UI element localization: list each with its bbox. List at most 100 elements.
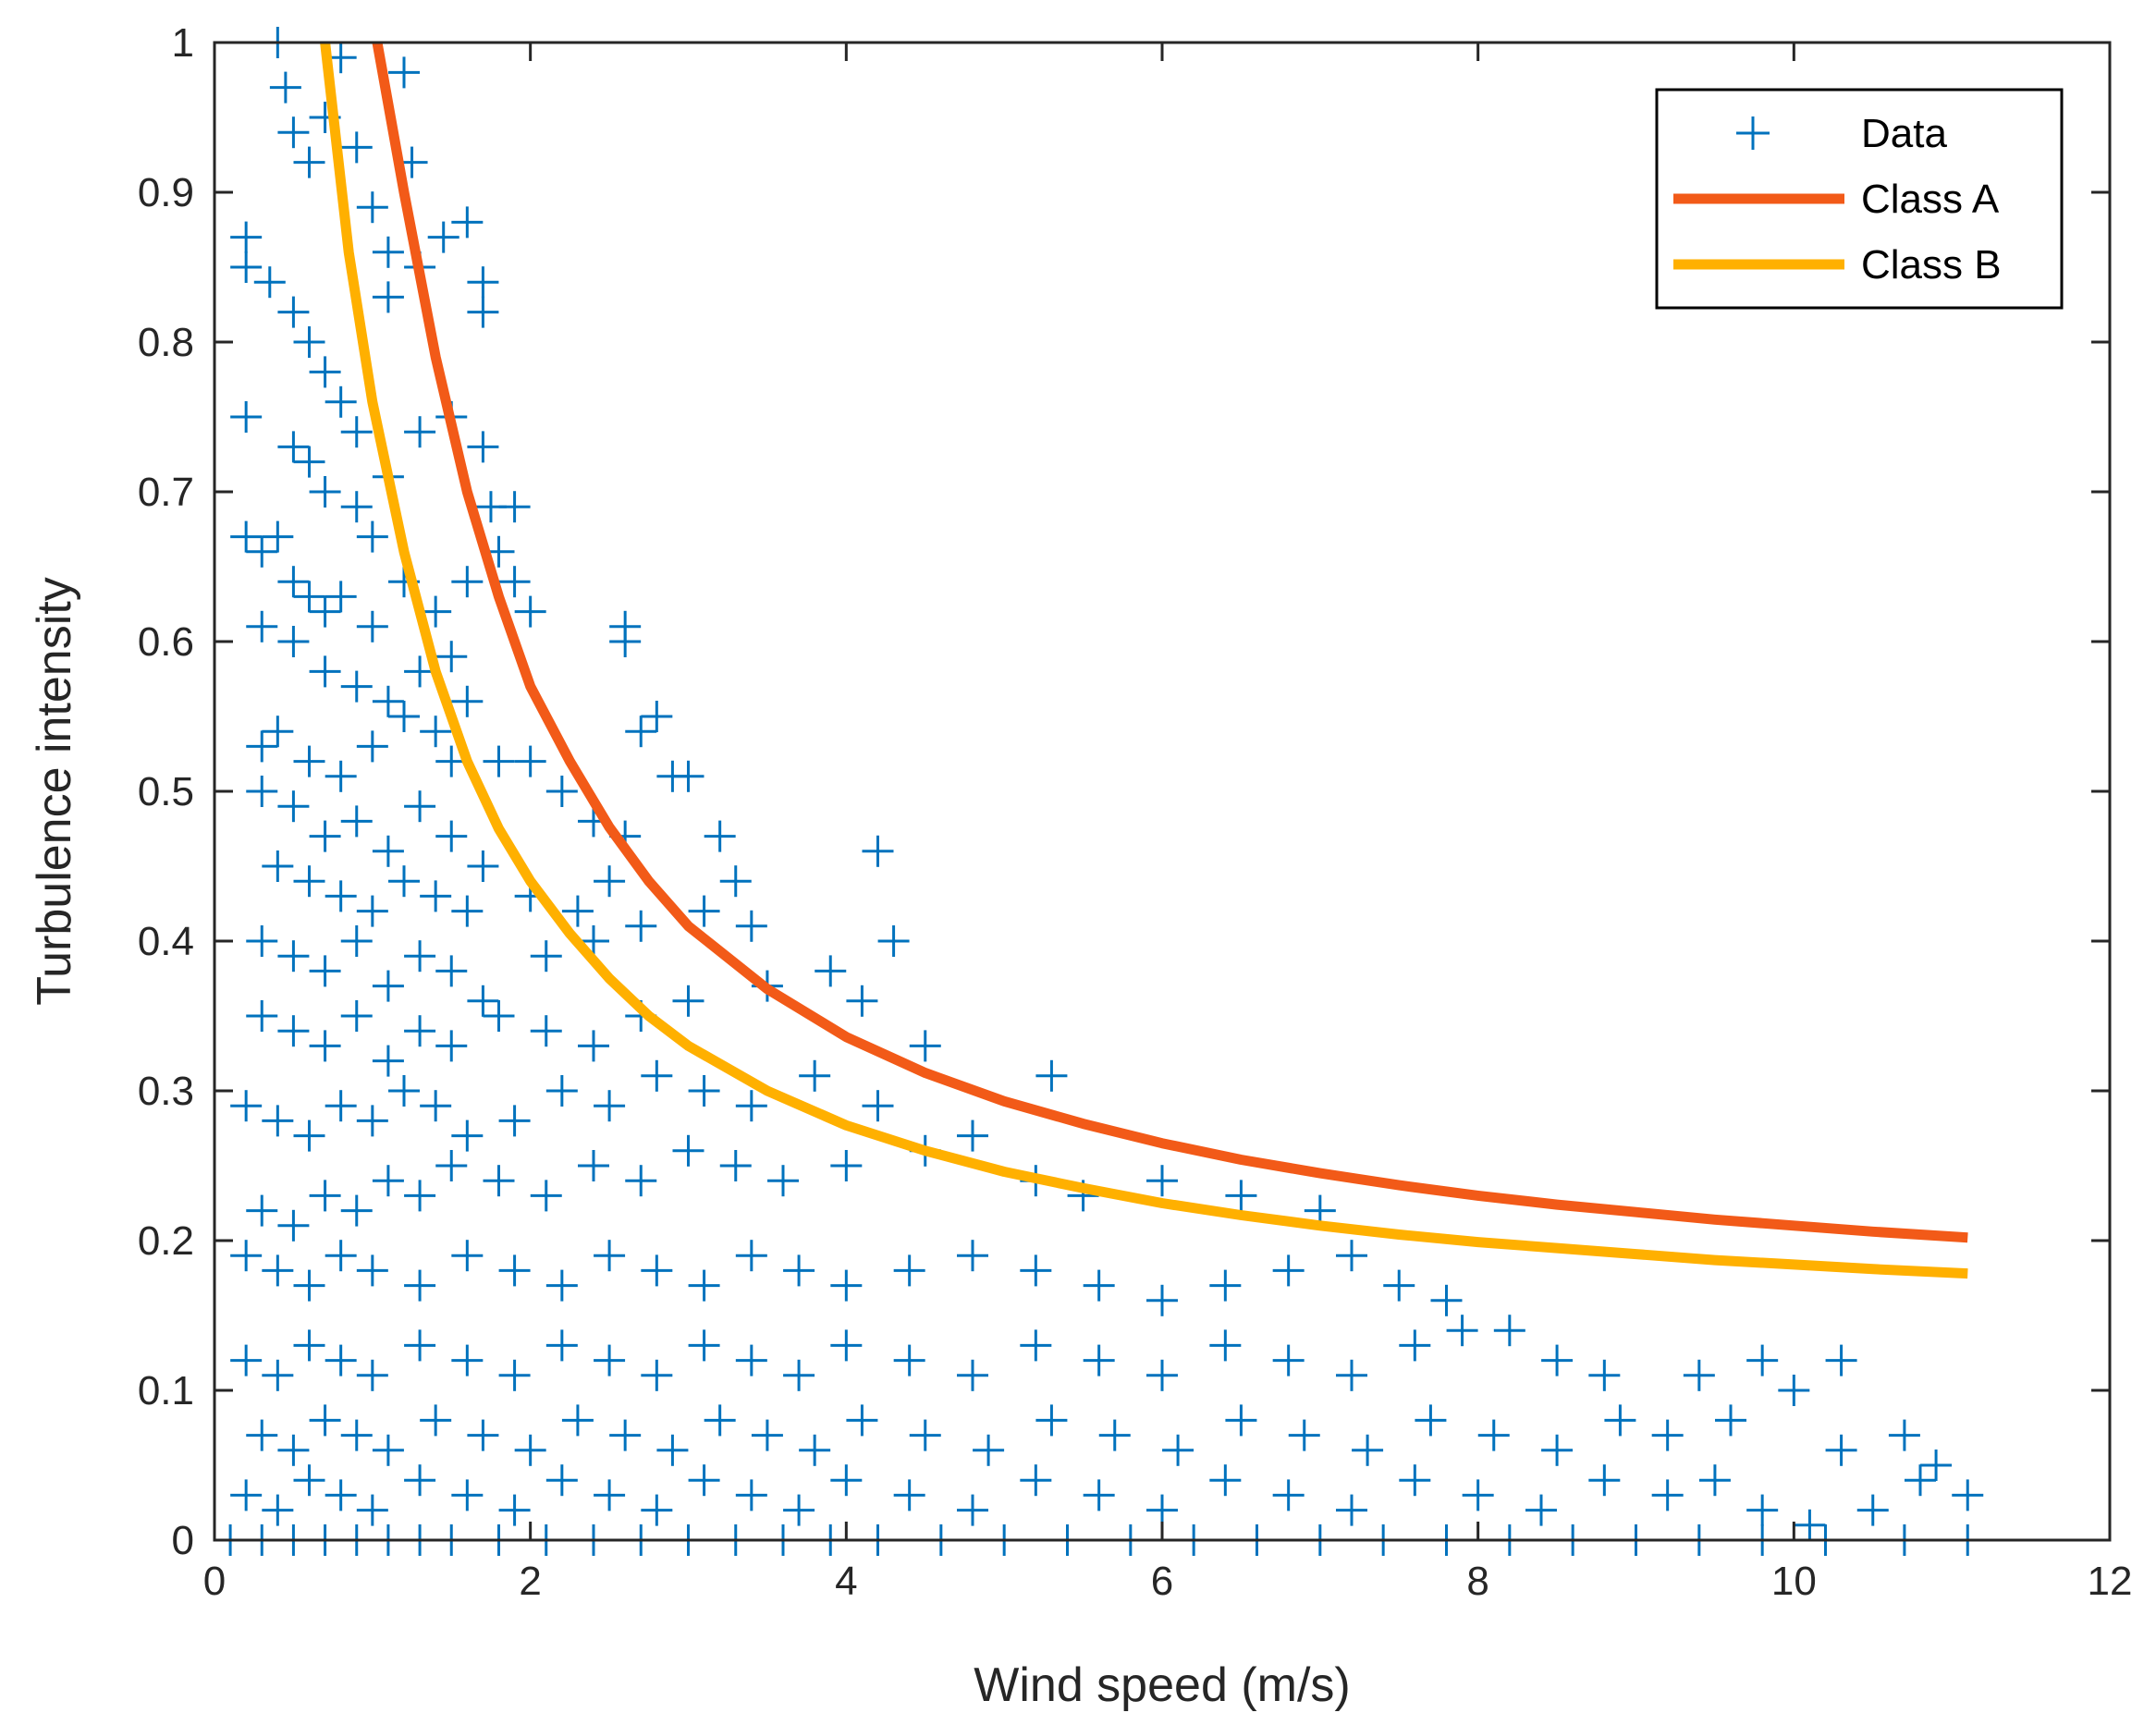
data-point xyxy=(404,1015,436,1047)
data-point xyxy=(688,1329,720,1362)
data-point xyxy=(262,1359,294,1391)
data-point xyxy=(751,1419,783,1451)
data-point xyxy=(277,626,310,657)
data-point xyxy=(1336,1494,1367,1526)
data-point xyxy=(498,1494,531,1526)
data-point xyxy=(230,401,263,433)
data-point xyxy=(688,1464,720,1497)
data-point xyxy=(1430,1284,1463,1316)
data-point xyxy=(1920,1450,1953,1481)
data-point xyxy=(262,520,294,553)
data-point xyxy=(1336,1359,1367,1391)
data-point xyxy=(372,281,404,313)
data-point xyxy=(672,985,704,1017)
data-point xyxy=(641,701,673,732)
data-point xyxy=(498,1105,531,1137)
data-point xyxy=(877,925,910,957)
data-point xyxy=(498,566,531,598)
data-point xyxy=(641,1494,673,1526)
data-point xyxy=(578,1150,609,1181)
data-point xyxy=(545,1464,578,1497)
y-tick-label: 0.7 xyxy=(138,470,194,515)
data-point xyxy=(594,865,626,898)
data-point xyxy=(467,850,499,882)
y-tick-label: 0.9 xyxy=(138,170,194,215)
data-point xyxy=(545,1075,578,1107)
data-point xyxy=(451,566,484,598)
y-axis-label: Turbulence intensity xyxy=(28,577,81,1005)
data-point xyxy=(356,1105,388,1137)
data-point xyxy=(404,1269,436,1302)
y-tick-label: 0.4 xyxy=(138,919,194,964)
data-point xyxy=(262,1105,294,1137)
data-point xyxy=(893,1344,925,1376)
data-point xyxy=(483,1000,515,1032)
data-point xyxy=(253,266,286,299)
data-point xyxy=(293,745,325,777)
data-point xyxy=(420,595,452,628)
data-point xyxy=(388,56,420,89)
data-point xyxy=(909,1419,941,1451)
data-point xyxy=(277,116,310,149)
data-point xyxy=(246,776,278,807)
data-point xyxy=(498,491,531,523)
plot-frame xyxy=(213,41,2112,1542)
data-point xyxy=(230,221,263,253)
y-tick-label: 1 xyxy=(172,20,194,66)
data-point xyxy=(427,221,459,253)
data-point xyxy=(578,1030,609,1062)
data-point xyxy=(1209,1464,1242,1497)
data-point xyxy=(1651,1479,1684,1511)
data-point xyxy=(1541,1344,1574,1376)
data-point xyxy=(372,1434,404,1466)
data-point xyxy=(372,835,404,867)
data-point xyxy=(530,1015,562,1047)
data-point xyxy=(451,1479,484,1511)
data-point xyxy=(1415,1404,1447,1437)
data-point xyxy=(498,1359,531,1391)
data-point xyxy=(1525,1494,1557,1526)
data-point xyxy=(230,1479,263,1511)
x-tick-label: 8 xyxy=(1466,1559,1488,1604)
data-point xyxy=(1588,1359,1621,1391)
data-point xyxy=(514,595,546,628)
data-point xyxy=(893,1254,925,1287)
data-point xyxy=(246,1194,278,1227)
data-point xyxy=(356,1359,388,1391)
data-point xyxy=(1952,1479,1984,1511)
data-point xyxy=(641,1359,673,1391)
data-point xyxy=(293,1329,325,1362)
data-point xyxy=(1683,1359,1715,1391)
data-point xyxy=(735,910,767,942)
data-point xyxy=(372,1165,404,1197)
data-point xyxy=(325,880,357,912)
data-point xyxy=(957,1119,988,1152)
data-point xyxy=(1209,1329,1242,1362)
data-point xyxy=(356,895,388,927)
data-point xyxy=(356,730,388,763)
data-point xyxy=(230,1240,263,1272)
data-point xyxy=(340,805,373,838)
data-point xyxy=(372,685,404,717)
data-point xyxy=(1035,1404,1068,1437)
data-point xyxy=(530,1180,562,1212)
data-point xyxy=(704,820,736,852)
data-point xyxy=(799,1434,831,1466)
data-point xyxy=(625,910,657,942)
data-point xyxy=(767,1165,799,1197)
data-point xyxy=(594,1090,626,1122)
data-point xyxy=(388,1075,420,1107)
data-point xyxy=(309,1404,341,1437)
data-point xyxy=(246,730,278,763)
data-point xyxy=(641,1059,673,1092)
data-point xyxy=(688,1075,720,1107)
data-point xyxy=(1336,1240,1367,1272)
x-tick-label: 12 xyxy=(2088,1559,2133,1604)
data-point xyxy=(230,251,263,283)
data-point xyxy=(404,1180,436,1212)
data-point xyxy=(1209,1269,1242,1302)
data-point xyxy=(1020,1329,1052,1362)
data-point xyxy=(340,1000,373,1032)
data-point xyxy=(309,356,341,388)
data-point xyxy=(815,955,847,987)
